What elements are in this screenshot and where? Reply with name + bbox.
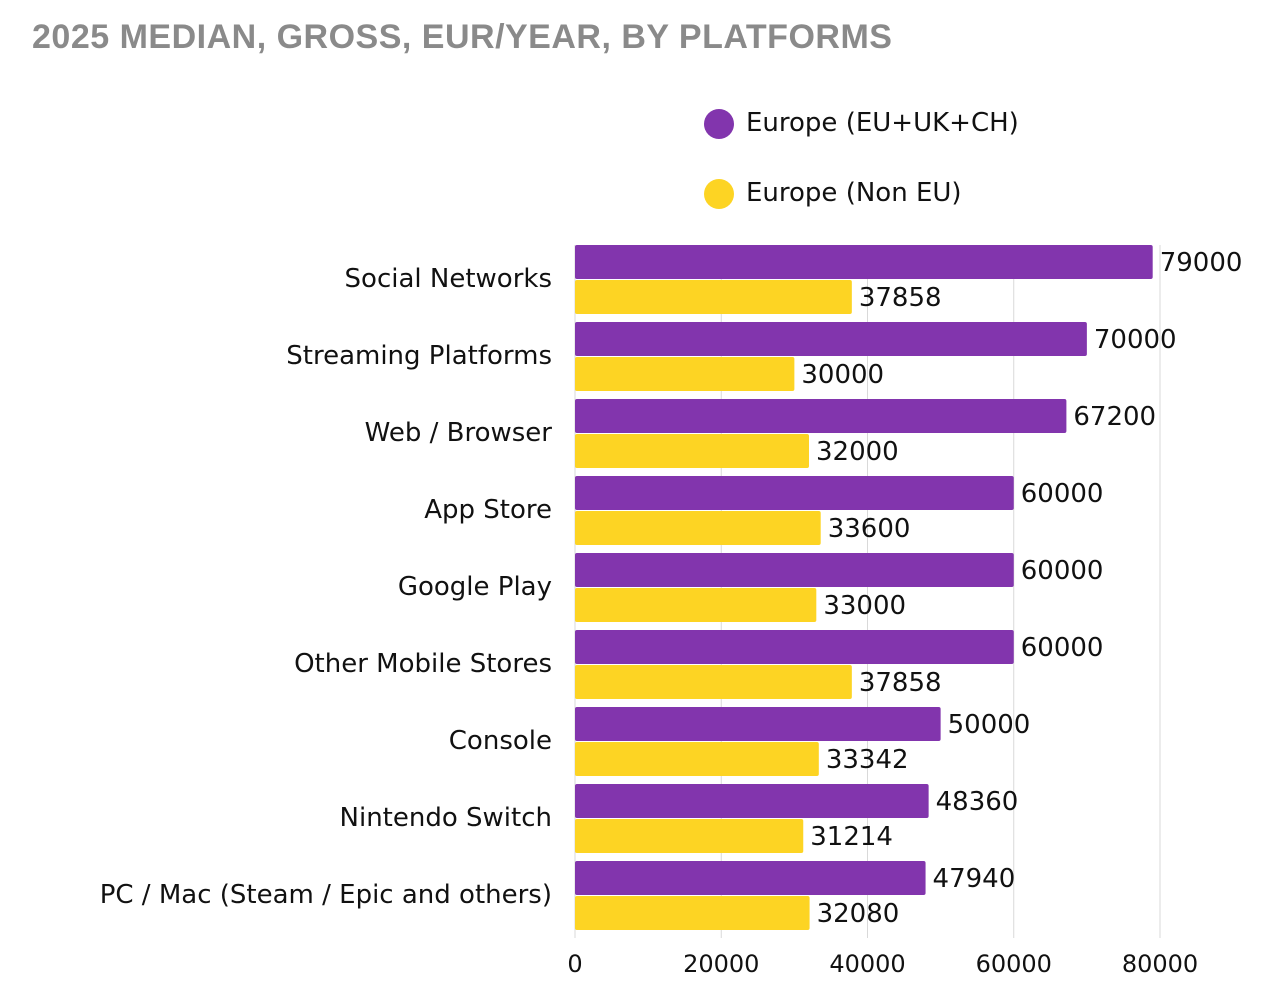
data-label: 60000 xyxy=(1021,556,1104,586)
x-tick-label: 40000 xyxy=(829,950,905,978)
category-label: Nintendo Switch xyxy=(340,803,552,833)
legend-swatch xyxy=(704,109,734,139)
data-label: 32000 xyxy=(816,437,899,467)
category-label: Social Networks xyxy=(345,264,552,294)
legend-swatch xyxy=(704,179,734,209)
legend-label: Europe (Non EU) xyxy=(746,178,962,208)
bar-eu-uk-ch xyxy=(575,245,1153,279)
bar-eu-uk-ch xyxy=(575,322,1087,356)
bar-non-eu xyxy=(575,896,810,930)
x-tick-label: 80000 xyxy=(1122,950,1198,978)
bar-non-eu xyxy=(575,434,809,468)
bar-eu-uk-ch xyxy=(575,861,926,895)
bar-eu-uk-ch xyxy=(575,476,1014,510)
data-label: 47940 xyxy=(933,864,1016,894)
legend-label: Europe (EU+UK+CH) xyxy=(746,108,1019,138)
x-tick-label: 60000 xyxy=(976,950,1052,978)
data-label: 48360 xyxy=(936,787,1019,817)
data-label: 37858 xyxy=(859,283,942,313)
data-label: 33000 xyxy=(823,591,906,621)
bar-eu-uk-ch xyxy=(575,553,1014,587)
category-label: Google Play xyxy=(398,572,552,602)
bar-non-eu xyxy=(575,357,795,391)
category-label: Web / Browser xyxy=(365,418,553,448)
bar-eu-uk-ch xyxy=(575,707,941,741)
bar-non-eu xyxy=(575,665,852,699)
data-label: 31214 xyxy=(810,822,893,852)
bar-non-eu xyxy=(575,280,852,314)
category-label: Console xyxy=(449,726,552,756)
data-label: 79000 xyxy=(1160,248,1243,278)
data-label: 32080 xyxy=(817,899,900,929)
bar-non-eu xyxy=(575,511,821,545)
category-label: Streaming Platforms xyxy=(286,341,552,371)
x-tick-label: 0 xyxy=(567,950,582,978)
data-label: 67200 xyxy=(1073,402,1156,432)
bar-eu-uk-ch xyxy=(575,630,1014,664)
data-label: 33600 xyxy=(828,514,911,544)
bar-eu-uk-ch xyxy=(575,399,1067,433)
data-label: 70000 xyxy=(1094,325,1177,355)
data-label: 60000 xyxy=(1021,633,1104,663)
x-tick-label: 20000 xyxy=(683,950,759,978)
data-label: 37858 xyxy=(859,668,942,698)
bar-non-eu xyxy=(575,588,817,622)
bar-eu-uk-ch xyxy=(575,784,929,818)
chart-title: 2025 MEDIAN, GROSS, EUR/YEAR, BY PLATFOR… xyxy=(32,18,893,56)
data-label: 50000 xyxy=(948,710,1031,740)
category-label: App Store xyxy=(424,495,552,525)
data-label: 33342 xyxy=(826,745,909,775)
bar-non-eu xyxy=(575,742,819,776)
category-label: Other Mobile Stores xyxy=(294,649,552,679)
bar-non-eu xyxy=(575,819,804,853)
category-label: PC / Mac (Steam / Epic and others) xyxy=(100,880,552,910)
data-label: 60000 xyxy=(1021,479,1104,509)
data-label: 30000 xyxy=(801,360,884,390)
